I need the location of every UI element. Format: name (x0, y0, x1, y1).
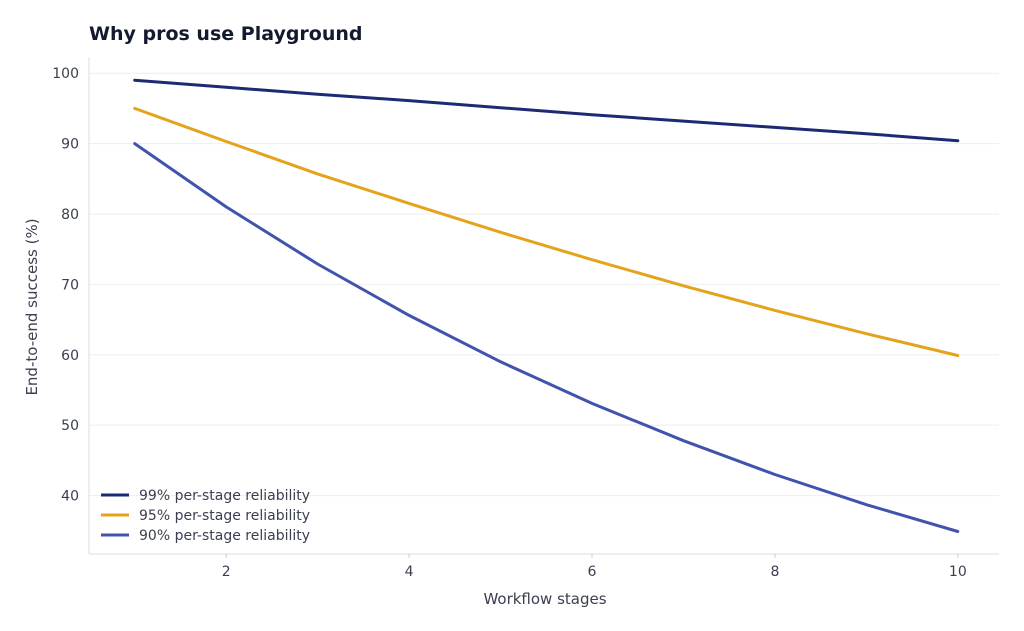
y-tick-label: 100 (52, 66, 79, 82)
gridlines (89, 72, 999, 497)
x-tick-label: 4 (405, 564, 414, 580)
y-tick-label: 70 (61, 277, 79, 293)
y-axis-ticks: 40 50 60 70 80 90 100 (52, 66, 79, 504)
x-axis-ticks: 2 4 6 8 10 (222, 554, 967, 580)
y-tick-label: 80 (61, 207, 79, 223)
series-lines (133, 78, 960, 533)
y-tick-label: 90 (61, 137, 79, 153)
series-line-2 (133, 106, 960, 357)
x-tick-label: 8 (770, 564, 779, 580)
x-tick-label: 2 (222, 564, 231, 580)
y-tick-label: 40 (61, 489, 79, 505)
legend-label: 95% per-stage reliability (139, 508, 310, 524)
y-tick-label: 50 (61, 418, 79, 434)
legend-label: 99% per-stage reliability (139, 488, 310, 504)
x-tick-label: 10 (949, 564, 967, 580)
x-axis-label: Workflow stages (483, 590, 606, 608)
axes-spines (88, 57, 999, 555)
legend: 99% per-stage reliability 95% per-stage r… (101, 488, 310, 544)
legend-label: 90% per-stage reliability (139, 528, 310, 544)
x-tick-label: 6 (588, 564, 597, 580)
y-axis-label: End-to-end success (%) (23, 218, 41, 395)
chart-title: Why pros use Playground (89, 23, 363, 45)
series-line-1 (133, 78, 960, 143)
series-line-3 (133, 142, 960, 533)
y-tick-label: 60 (61, 348, 79, 364)
